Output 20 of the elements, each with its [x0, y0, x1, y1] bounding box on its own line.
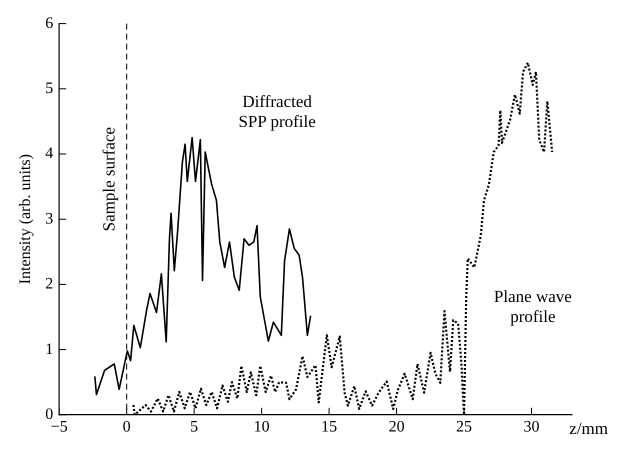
- x-tick-label: −5: [50, 418, 68, 436]
- x-tick-label: 20: [388, 418, 405, 436]
- x-tick-label: 10: [254, 418, 270, 436]
- x-tick-label: 0: [122, 418, 131, 436]
- y-tick-label: 5: [45, 80, 54, 98]
- y-tick-label: 4: [45, 145, 54, 162]
- y-axis-title: Intensity (arb. units): [16, 154, 34, 284]
- y-tick-label: 0: [45, 406, 54, 424]
- x-tick-label: 25: [456, 418, 472, 436]
- y-tick-label: 2: [45, 276, 54, 293]
- text: Diffracted SPP profile: [238, 92, 316, 132]
- x-axis-title: z/mm: [569, 418, 608, 438]
- ref-line-label: Sample surface: [100, 127, 119, 232]
- series-label: Plane wave profile: [494, 287, 572, 326]
- x-tick-label: 15: [321, 418, 338, 436]
- x-tick-label: 5: [190, 418, 198, 436]
- y-tick-label: 1: [45, 340, 54, 358]
- y-tick-label: 3: [45, 210, 54, 228]
- y-tick-label: 6: [45, 14, 54, 32]
- x-tick-label: 30: [524, 418, 540, 436]
